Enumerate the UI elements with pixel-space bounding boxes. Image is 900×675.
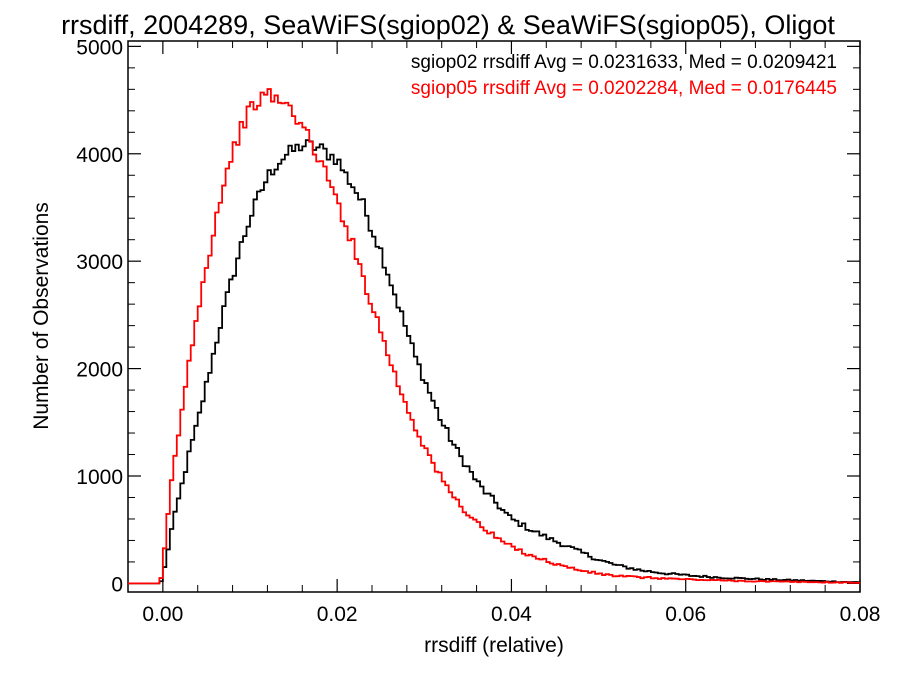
series-lines	[128, 88, 860, 585]
x-tick-label: 0.08	[840, 603, 881, 626]
series-line-sgiop02	[128, 139, 860, 585]
plot-frame	[127, 40, 861, 593]
legend-entry-sgiop05: sgiop05 rrsdiff Avg = 0.0202284, Med = 0…	[411, 78, 837, 99]
x-tick-label: 0.06	[665, 603, 706, 626]
y-tick-label: 3000	[76, 251, 123, 274]
y-tick-label: 4000	[76, 144, 123, 167]
y-axis-label: Number of Observations	[30, 202, 53, 430]
x-tick-label: 0.04	[491, 603, 532, 626]
axes: 0.00 0.02 0.04 0.06 0.08 0 1000 2000 3000 4000 500…	[76, 36, 880, 626]
legend-entry-sgiop02: sgiop02 rrsdiff Avg = 0.0231633, Med = 0…	[411, 52, 837, 73]
y-tick-label: 2000	[76, 359, 123, 382]
chart-title: rrsdiff, 2004289, SeaWiFS(sgiop02) & Sea…	[61, 10, 835, 40]
x-axis-label: rrsdiff (relative)	[424, 634, 564, 657]
y-tick-label: 1000	[76, 466, 123, 489]
legend: sgiop02 rrsdiff Avg = 0.0231633, Med = 0…	[411, 52, 837, 99]
x-tick-label: 0.00	[142, 603, 183, 626]
x-tick-label: 0.02	[317, 603, 358, 626]
series-line-sgiop05	[128, 88, 860, 585]
y-tick-label: 0	[111, 573, 123, 596]
y-tick-label: 5000	[76, 36, 123, 59]
